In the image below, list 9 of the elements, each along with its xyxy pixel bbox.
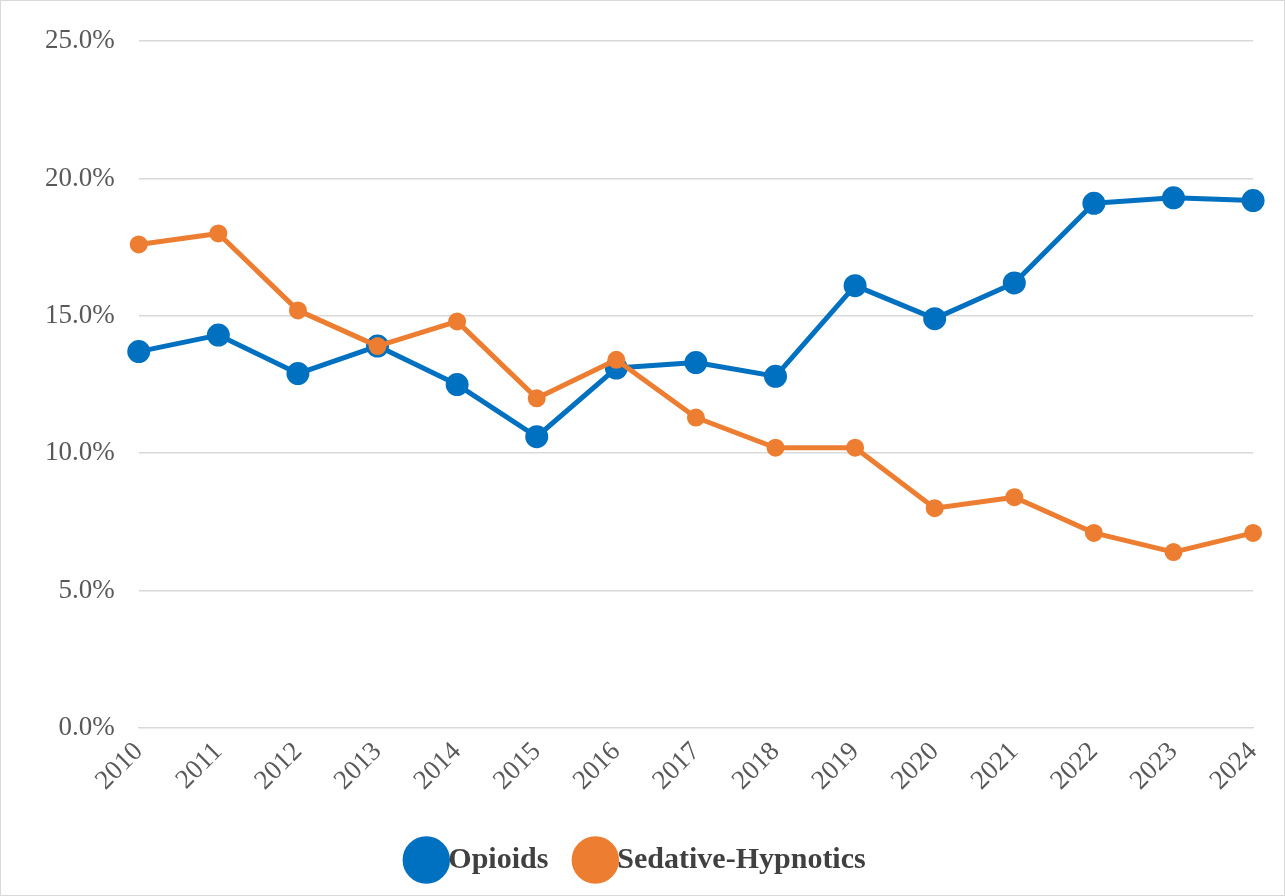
y-tick-label: 25.0% (44, 24, 115, 55)
y-tick-label: 15.0% (44, 298, 115, 329)
y-tick-label: 5.0% (58, 573, 115, 604)
legend-label: Opioids (448, 840, 549, 874)
y-tick-label: 10.0% (44, 436, 115, 467)
y-tick-label: 20.0% (44, 161, 115, 192)
legend-label: Sedative-Hypnotics (617, 840, 866, 874)
y-tick-label: 0.0% (58, 711, 115, 741)
x-tick-label: 2011 (168, 735, 228, 795)
